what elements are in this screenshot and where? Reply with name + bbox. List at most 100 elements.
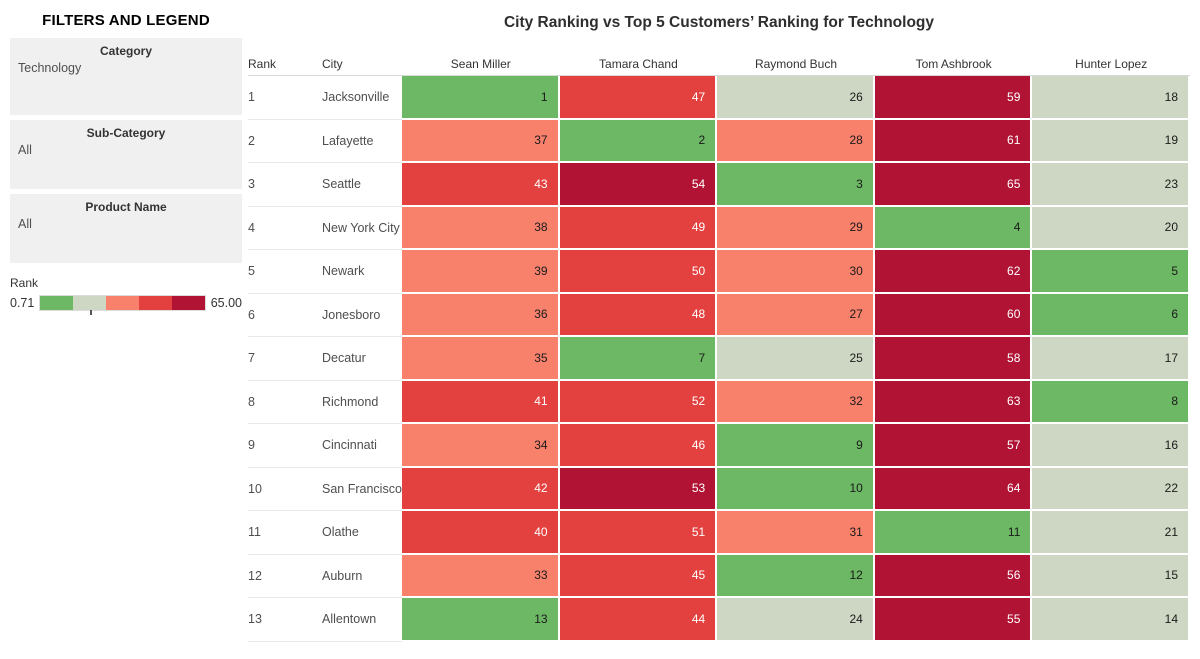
city-cell[interactable]: Cincinnati: [322, 424, 402, 468]
heatmap-cell[interactable]: 48: [559, 293, 718, 337]
rank-cell[interactable]: 13: [248, 598, 322, 642]
heatmap-cell[interactable]: 51: [559, 511, 718, 555]
heatmap-cell[interactable]: 41: [402, 380, 560, 424]
city-cell[interactable]: Decatur: [322, 337, 402, 381]
heatmap-cell[interactable]: 21: [1032, 511, 1190, 555]
heatmap-cell[interactable]: 2: [559, 119, 718, 163]
heatmap-cell[interactable]: 6: [1032, 293, 1190, 337]
city-cell[interactable]: San Francisco: [322, 467, 402, 511]
heatmap-cell[interactable]: 45: [559, 554, 718, 598]
filter-category-value[interactable]: Technology: [18, 61, 82, 75]
heatmap-cell[interactable]: 39: [402, 250, 560, 294]
rank-cell[interactable]: 4: [248, 206, 322, 250]
heatmap-cell[interactable]: 7: [559, 337, 718, 381]
heatmap-cell[interactable]: 52: [559, 380, 718, 424]
rank-cell[interactable]: 7: [248, 337, 322, 381]
city-cell[interactable]: Olathe: [322, 511, 402, 555]
heatmap-cell[interactable]: 38: [402, 206, 560, 250]
city-cell[interactable]: Newark: [322, 250, 402, 294]
heatmap-cell[interactable]: 3: [717, 163, 875, 207]
heatmap-cell[interactable]: 60: [874, 293, 1033, 337]
heatmap-cell[interactable]: 47: [559, 76, 718, 120]
heatmap-cell[interactable]: 1: [402, 76, 560, 120]
rank-cell[interactable]: 6: [248, 293, 322, 337]
city-cell[interactable]: Auburn: [322, 554, 402, 598]
heatmap-cell[interactable]: 35: [402, 337, 560, 381]
heatmap-cell[interactable]: 22: [1032, 467, 1190, 511]
heatmap-cell[interactable]: 8: [1032, 380, 1190, 424]
rank-cell[interactable]: 5: [248, 250, 322, 294]
rank-cell[interactable]: 12: [248, 554, 322, 598]
rank-cell[interactable]: 1: [248, 76, 322, 120]
heatmap-cell[interactable]: 59: [874, 76, 1033, 120]
heatmap-cell[interactable]: 37: [402, 119, 560, 163]
heatmap-cell[interactable]: 16: [1032, 424, 1190, 468]
heatmap-cell[interactable]: 9: [717, 424, 875, 468]
heatmap-cell[interactable]: 53: [559, 467, 718, 511]
city-cell[interactable]: Lafayette: [322, 119, 402, 163]
heatmap-cell[interactable]: 32: [717, 380, 875, 424]
city-cell[interactable]: Jonesboro: [322, 293, 402, 337]
heatmap-cell[interactable]: 23: [1032, 163, 1190, 207]
heatmap-cell[interactable]: 26: [717, 76, 875, 120]
heatmap-cell[interactable]: 10: [717, 467, 875, 511]
column-header-tom-ashbrook[interactable]: Tom Ashbrook: [874, 56, 1033, 76]
heatmap-cell[interactable]: 12: [717, 554, 875, 598]
filter-subcategory-value[interactable]: All: [18, 143, 32, 157]
heatmap-cell[interactable]: 17: [1032, 337, 1190, 381]
heatmap-cell[interactable]: 25: [717, 337, 875, 381]
city-cell[interactable]: Jacksonville: [322, 76, 402, 120]
heatmap-cell[interactable]: 34: [402, 424, 560, 468]
column-header-tamara-chand[interactable]: Tamara Chand: [559, 56, 718, 76]
city-cell[interactable]: Allentown: [322, 598, 402, 642]
legend-gradient[interactable]: [39, 295, 206, 315]
heatmap-cell[interactable]: 56: [874, 554, 1033, 598]
column-header-sean-miller[interactable]: Sean Miller: [402, 56, 560, 76]
column-header-raymond-buch[interactable]: Raymond Buch: [717, 56, 875, 76]
rank-cell[interactable]: 9: [248, 424, 322, 468]
rank-cell[interactable]: 2: [248, 119, 322, 163]
rank-cell[interactable]: 11: [248, 511, 322, 555]
heatmap-cell[interactable]: 42: [402, 467, 560, 511]
rank-cell[interactable]: 8: [248, 380, 322, 424]
heatmap-cell[interactable]: 50: [559, 250, 718, 294]
heatmap-cell[interactable]: 28: [717, 119, 875, 163]
heatmap-cell[interactable]: 33: [402, 554, 560, 598]
heatmap-cell[interactable]: 31: [717, 511, 875, 555]
filter-product-name-value[interactable]: All: [18, 217, 32, 231]
filter-product-name[interactable]: Product Name All: [10, 194, 242, 263]
heatmap-cell[interactable]: 61: [874, 119, 1033, 163]
heatmap-cell[interactable]: 13: [402, 598, 560, 642]
heatmap-cell[interactable]: 36: [402, 293, 560, 337]
rank-cell[interactable]: 10: [248, 467, 322, 511]
column-header-city[interactable]: City: [322, 56, 402, 76]
heatmap-cell[interactable]: 57: [874, 424, 1033, 468]
heatmap-cell[interactable]: 15: [1032, 554, 1190, 598]
heatmap-cell[interactable]: 19: [1032, 119, 1190, 163]
heatmap-cell[interactable]: 58: [874, 337, 1033, 381]
heatmap-cell[interactable]: 46: [559, 424, 718, 468]
heatmap-cell[interactable]: 55: [874, 598, 1033, 642]
column-header-rank[interactable]: Rank: [248, 56, 322, 76]
heatmap-cell[interactable]: 54: [559, 163, 718, 207]
city-cell[interactable]: New York City: [322, 206, 402, 250]
heatmap-cell[interactable]: 64: [874, 467, 1033, 511]
heatmap-cell[interactable]: 4: [874, 206, 1033, 250]
heatmap-cell[interactable]: 49: [559, 206, 718, 250]
heatmap-cell[interactable]: 5: [1032, 250, 1190, 294]
legend-tick[interactable]: [89, 310, 92, 315]
heatmap-cell[interactable]: 40: [402, 511, 560, 555]
filter-subcategory[interactable]: Sub-Category All: [10, 120, 242, 189]
heatmap-cell[interactable]: 27: [717, 293, 875, 337]
heatmap-cell[interactable]: 24: [717, 598, 875, 642]
heatmap-cell[interactable]: 29: [717, 206, 875, 250]
heatmap-cell[interactable]: 20: [1032, 206, 1190, 250]
heatmap-cell[interactable]: 14: [1032, 598, 1190, 642]
column-header-hunter-lopez[interactable]: Hunter Lopez: [1032, 56, 1190, 76]
heatmap-cell[interactable]: 18: [1032, 76, 1190, 120]
heatmap-cell[interactable]: 43: [402, 163, 560, 207]
filter-category[interactable]: Category Technology: [10, 38, 242, 115]
city-cell[interactable]: Richmond: [322, 380, 402, 424]
heatmap-cell[interactable]: 62: [874, 250, 1033, 294]
heatmap-cell[interactable]: 63: [874, 380, 1033, 424]
